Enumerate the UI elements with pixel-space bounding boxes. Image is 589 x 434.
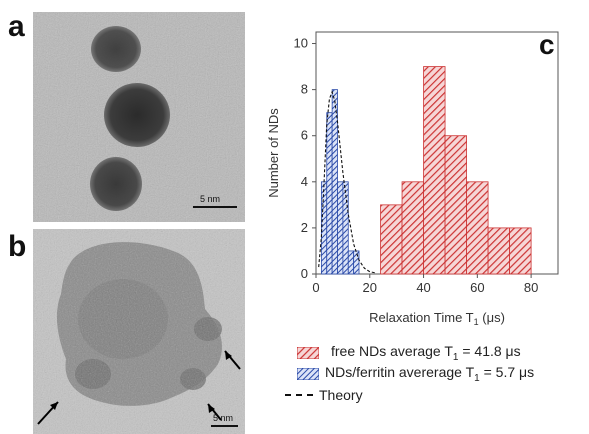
x-tick-label-60: 60 (470, 280, 484, 295)
bar-nds-ferritin-4 (342, 181, 349, 275)
bar-free-nds-3 (444, 135, 467, 275)
y-tick-label-6: 6 (301, 128, 308, 143)
legend-label-free-nds: free NDs average T1 = 41.8 μs (331, 342, 521, 363)
nanoparticle-1 (91, 26, 141, 72)
histogram-chart: 0 20 40 60 80 0 2 4 6 8 10 Relaxation Time T1 (μs) N… (266, 29, 559, 327)
scale-bar-a-label: 5 nm (200, 194, 221, 204)
bar-free-nds-1 (401, 181, 424, 275)
panel-label-b: b (8, 230, 27, 263)
panel-label-c: c (539, 29, 555, 60)
legend-label-nds-ferritin: NDs/ferritin avererage T1 = 5.7 μs (325, 363, 535, 384)
y-axis-label: Number of NDs (266, 108, 281, 198)
legend-swatch-theory-dashed-line (285, 393, 313, 396)
bar-free-nds-5 (487, 227, 510, 275)
legend-swatch-red-hatch (297, 346, 319, 359)
legend-swatch-blue-hatch (297, 367, 319, 380)
bar-free-nds-4 (466, 181, 489, 275)
y-tick-label-8: 8 (301, 82, 308, 97)
nanoparticle-2 (104, 83, 170, 147)
bar-nds-ferritin-3 (337, 181, 344, 275)
bar-free-nds-6 (509, 227, 532, 275)
bar-free-nds-0 (380, 204, 403, 275)
bar-nds-ferritin-5 (347, 250, 355, 275)
y-tick-label-10: 10 (294, 36, 308, 51)
nanoparticle-3 (90, 157, 142, 211)
x-tick-label-80: 80 (524, 280, 538, 295)
x-tick-label-0: 0 (312, 280, 319, 295)
y-tick-label-4: 4 (301, 174, 308, 189)
legend-item-theory: Theory (285, 384, 534, 405)
x-tick-label-20: 20 (363, 280, 377, 295)
legend: free NDs average T1 = 41.8 μs NDs/ferrit… (285, 342, 534, 405)
legend-item-nds-ferritin: NDs/ferritin avererage T1 = 5.7 μs (297, 363, 534, 384)
x-tick-label-40: 40 (416, 280, 430, 295)
scale-bar-b-label: 5 nm (213, 413, 234, 423)
theory-curve (318, 90, 376, 274)
bar-nds-ferritin-6 (353, 250, 360, 275)
legend-item-free-nds: free NDs average T1 = 41.8 μs (297, 342, 534, 363)
y-tick-label-2: 2 (301, 220, 308, 235)
x-axis-label: Relaxation Time T1 (μs) (369, 310, 505, 327)
tem-image-a-graphic (33, 12, 245, 222)
tem-image-b-graphic (33, 229, 245, 434)
tem-image-b: 5 nm (33, 229, 245, 434)
legend-label-theory: Theory (319, 386, 363, 403)
panel-label-a: a (8, 10, 25, 43)
bar-nds-ferritin-1 (326, 112, 333, 275)
bar-nds-ferritin-0 (320, 181, 328, 275)
y-tick-label-0: 0 (301, 266, 308, 281)
bar-free-nds-2 (423, 66, 446, 275)
tem-image-a: 5 nm (33, 12, 245, 222)
